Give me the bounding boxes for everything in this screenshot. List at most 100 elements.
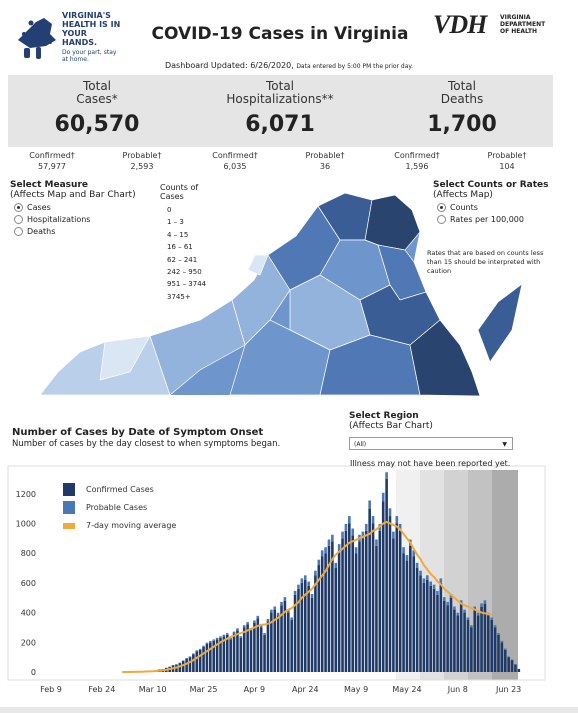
bar-segment — [246, 622, 249, 625]
rates-subtitle: (Affects Map) — [433, 190, 493, 200]
bar-segment — [500, 640, 504, 643]
bar-segment — [192, 654, 195, 672]
bar-segment — [317, 559, 321, 566]
map-legend-item: 4 – 15 — [162, 231, 188, 239]
radio-label: Hospitalizations — [27, 215, 91, 224]
bar-segment — [307, 585, 310, 672]
bar-segment — [358, 541, 361, 672]
probable-label: Probable† — [305, 151, 345, 160]
probable-value: 104 — [499, 162, 515, 171]
summary-label: Total Cases* — [76, 79, 118, 106]
bar-segment — [354, 547, 358, 554]
updated-date: Dashboard Updated: 6/26/2020, — [164, 61, 294, 70]
bar-segment — [487, 615, 490, 672]
bar-segment — [405, 555, 409, 561]
bar-segment — [344, 523, 348, 531]
bar-segment — [348, 523, 351, 672]
chart-frame — [7, 465, 546, 681]
bar-segment — [273, 606, 277, 610]
bar-segment — [354, 553, 358, 672]
bar-segment — [470, 627, 473, 672]
bar-segment — [473, 609, 477, 672]
bar-segment — [456, 612, 460, 616]
legend-label: 242 – 950 — [167, 268, 202, 276]
probable-label: Probable† — [122, 151, 162, 160]
measure-title: Select Measure — [10, 180, 88, 190]
radio-button — [437, 215, 446, 224]
bar-segment — [287, 612, 290, 672]
bar-segment — [351, 535, 355, 672]
bar-segment — [507, 657, 510, 672]
bar-segment — [436, 590, 439, 595]
x-tick-label: Feb 9 — [40, 685, 62, 694]
radio-option[interactable]: Hospitalizations — [14, 215, 90, 224]
bar-segment — [476, 612, 480, 616]
bar-segment — [259, 627, 263, 672]
x-tick-label: Jun 23 — [495, 685, 521, 694]
map-legend-item: 62 – 241 — [162, 256, 197, 264]
map-legend-title: Counts of Cases — [160, 183, 199, 201]
radio-label: Counts — [450, 203, 478, 212]
bar-segment — [395, 516, 399, 524]
confirmed-label: Confirmed† — [394, 151, 440, 160]
bar-segment — [219, 636, 222, 638]
chart-note: Illness may not have been reported yet. — [350, 459, 511, 468]
legend-swatch — [63, 483, 75, 496]
radio-option[interactable]: Rates per 100,000 — [437, 215, 524, 224]
bar-segment — [456, 615, 460, 672]
legend-label: Probable Cases — [86, 503, 147, 512]
bar-segment — [483, 600, 487, 604]
bar-segment — [195, 650, 199, 652]
radio-button — [14, 215, 23, 224]
bar-segment — [412, 550, 416, 557]
radio-option[interactable]: Deaths — [14, 227, 55, 236]
bar-segment — [314, 575, 317, 672]
bar-segment — [348, 516, 351, 524]
bar-segment — [239, 637, 243, 672]
bar-segment — [297, 584, 300, 589]
probable-value: 2,593 — [130, 162, 154, 171]
bar-segment — [429, 585, 432, 672]
bar-segment — [256, 615, 260, 619]
radio-option[interactable]: Counts — [437, 203, 478, 212]
bar-segment — [459, 600, 463, 604]
bar-segment — [480, 606, 483, 672]
bar-segment — [303, 575, 307, 580]
measure-control: Select Measure (Affects Map and Bar Chart… — [10, 180, 136, 200]
bar-segment — [331, 534, 334, 542]
bar-segment — [412, 556, 416, 672]
bar-segment — [439, 582, 443, 672]
y-tick-label: 800 — [21, 549, 36, 558]
bar-segment — [334, 568, 338, 672]
bar-segment — [439, 578, 443, 583]
bar-segment — [385, 478, 388, 672]
bar-segment — [446, 605, 449, 672]
bar-segment — [283, 600, 287, 672]
bar-segment — [215, 637, 219, 640]
radio-option[interactable]: Cases — [14, 203, 51, 212]
summary-value: 6,071 — [245, 112, 315, 137]
bar-segment — [480, 603, 483, 607]
bar-segment — [270, 612, 273, 672]
bar-segment — [307, 581, 310, 586]
legend-label: 3745+ — [167, 292, 191, 301]
bar-segment — [259, 625, 263, 628]
bar-segment — [215, 639, 219, 672]
radio-label: Cases — [27, 203, 51, 212]
bar-segment — [314, 570, 317, 576]
bar-segment — [212, 639, 216, 641]
logo-subtext: Do your part, stay at home. — [62, 49, 117, 63]
legend-label: 7-day moving average — [86, 521, 176, 530]
legend-label: 4 – 15 — [167, 230, 189, 239]
bar-segment — [425, 579, 429, 672]
bar-segment — [202, 646, 205, 672]
bar-segment — [188, 656, 192, 658]
bar-segment — [490, 617, 493, 621]
region-dropdown[interactable]: (All) ▼ — [349, 437, 513, 450]
x-tick-label: May 9 — [344, 685, 368, 694]
x-tick-label: Apr 9 — [244, 685, 265, 694]
bar-segment — [317, 565, 321, 672]
bar-segment — [395, 523, 399, 672]
legend-label: 62 – 241 — [167, 255, 198, 264]
summary-column: Total Hospitalizations** 6,071 — [195, 80, 365, 138]
